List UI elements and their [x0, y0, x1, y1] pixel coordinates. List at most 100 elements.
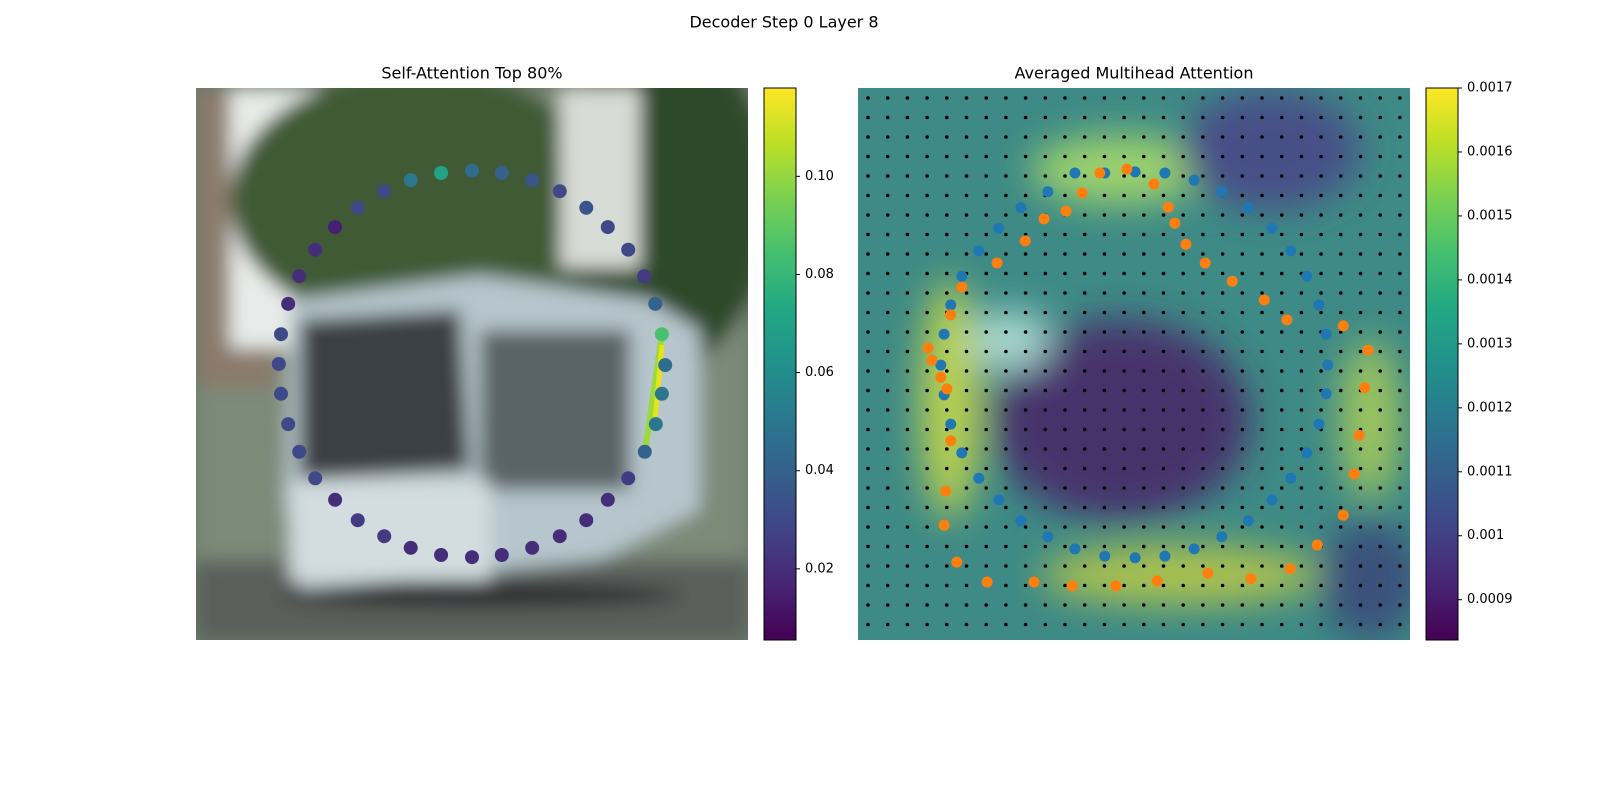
grid-dot: [1201, 447, 1205, 451]
grid-dot: [984, 154, 988, 159]
grid-dot: [1319, 135, 1323, 139]
grid-dot: [1339, 525, 1343, 529]
grid-dot: [964, 252, 969, 256]
grid-dot: [1240, 252, 1245, 256]
grid-dot: [885, 330, 890, 334]
grid-dot: [1142, 486, 1146, 490]
grid-dot: [1279, 310, 1284, 315]
grid-dot: [885, 388, 890, 393]
grid-dot: [1398, 135, 1402, 139]
grid-dot: [1043, 505, 1048, 510]
grid-dot: [1004, 525, 1008, 529]
attention-point: [465, 163, 479, 178]
grid-dot: [1260, 135, 1264, 139]
point: [1320, 328, 1332, 340]
grid-dot: [1279, 583, 1284, 588]
grid-dot: [1142, 603, 1146, 607]
grid-dot: [1260, 193, 1264, 198]
attention-point: [328, 492, 343, 507]
grid-dot: [1220, 603, 1225, 607]
grid-dot: [1240, 505, 1245, 510]
grid-dot: [1398, 349, 1402, 354]
grid-dot: [1023, 310, 1028, 315]
grid-dot: [1063, 388, 1067, 393]
grid-dot: [1043, 310, 1048, 315]
attention-point: [600, 492, 615, 507]
grid-dot: [1122, 174, 1126, 178]
heatmap: [858, 88, 1410, 640]
grid-dot: [1161, 369, 1166, 373]
grid-dot: [984, 427, 988, 432]
grid-dot: [1063, 115, 1067, 120]
grid-dot: [964, 622, 969, 627]
grid-dot: [1161, 115, 1166, 120]
grid-dot: [1339, 115, 1343, 120]
grid-dot: [1023, 447, 1028, 451]
grid-dot: [1358, 622, 1363, 627]
grid-dot: [885, 174, 890, 178]
grid-dot: [1398, 486, 1402, 490]
grid-dot: [1398, 583, 1402, 588]
grid-dot: [1279, 622, 1284, 627]
grid-dot: [1004, 174, 1008, 178]
grid-dot: [1142, 96, 1146, 100]
grid-dot: [1181, 544, 1185, 549]
grid-dot: [1260, 154, 1264, 159]
grid-dot: [1260, 330, 1264, 334]
grid-dot: [1082, 466, 1087, 471]
point: [940, 485, 952, 497]
point: [1285, 245, 1297, 257]
grid-dot: [1063, 349, 1067, 354]
grid-dot: [1240, 564, 1245, 568]
grid-dot: [984, 349, 988, 354]
grid-dot: [1161, 96, 1166, 100]
grid-dot: [1260, 544, 1264, 549]
grid-dot: [1378, 213, 1382, 217]
grid-dot: [905, 174, 910, 178]
grid-dot: [945, 291, 949, 295]
grid-dot: [1043, 388, 1048, 393]
grid-dot: [885, 505, 890, 510]
grid-dot: [1220, 447, 1225, 451]
attention-point: [350, 513, 365, 528]
point: [1284, 563, 1296, 575]
figure-title: Decoder Step 0 Layer 8: [689, 13, 878, 32]
grid-dot: [1043, 252, 1048, 256]
grid-dot: [925, 447, 929, 451]
grid-dot: [1358, 486, 1363, 490]
grid-dot: [1299, 622, 1304, 627]
grid-dot: [1378, 154, 1382, 159]
grid-dot: [1043, 154, 1048, 159]
grid-dot: [1063, 583, 1067, 588]
grid-dot: [1043, 564, 1048, 568]
grid-dot: [866, 154, 870, 159]
grid-dot: [1358, 310, 1363, 315]
grid-dot: [1339, 154, 1343, 159]
grid-dot: [945, 408, 949, 412]
grid-dot: [885, 115, 890, 120]
grid-dot: [925, 388, 929, 393]
grid-dot: [1378, 525, 1382, 529]
grid-dot: [1181, 603, 1185, 607]
grid-dot: [1319, 252, 1323, 256]
grid-dot: [905, 193, 910, 198]
point: [991, 257, 1003, 269]
grid-dot: [1378, 291, 1382, 295]
grid-dot: [1260, 174, 1264, 178]
grid-dot: [1299, 349, 1304, 354]
grid-dot: [1082, 583, 1087, 588]
point: [1202, 567, 1214, 579]
grid-dot: [866, 622, 870, 627]
point: [1069, 543, 1081, 555]
grid-dot: [1082, 232, 1087, 237]
grid-dot: [964, 388, 969, 393]
grid-dot: [885, 213, 890, 217]
grid-dot: [1319, 564, 1323, 568]
grid-dot: [945, 544, 949, 549]
grid-dot: [1004, 388, 1008, 393]
grid-dot: [1220, 252, 1225, 256]
grid-dot: [1082, 564, 1087, 568]
grid-dot: [1181, 408, 1185, 412]
grid-dot: [1142, 135, 1146, 139]
grid-dot: [1181, 213, 1185, 217]
